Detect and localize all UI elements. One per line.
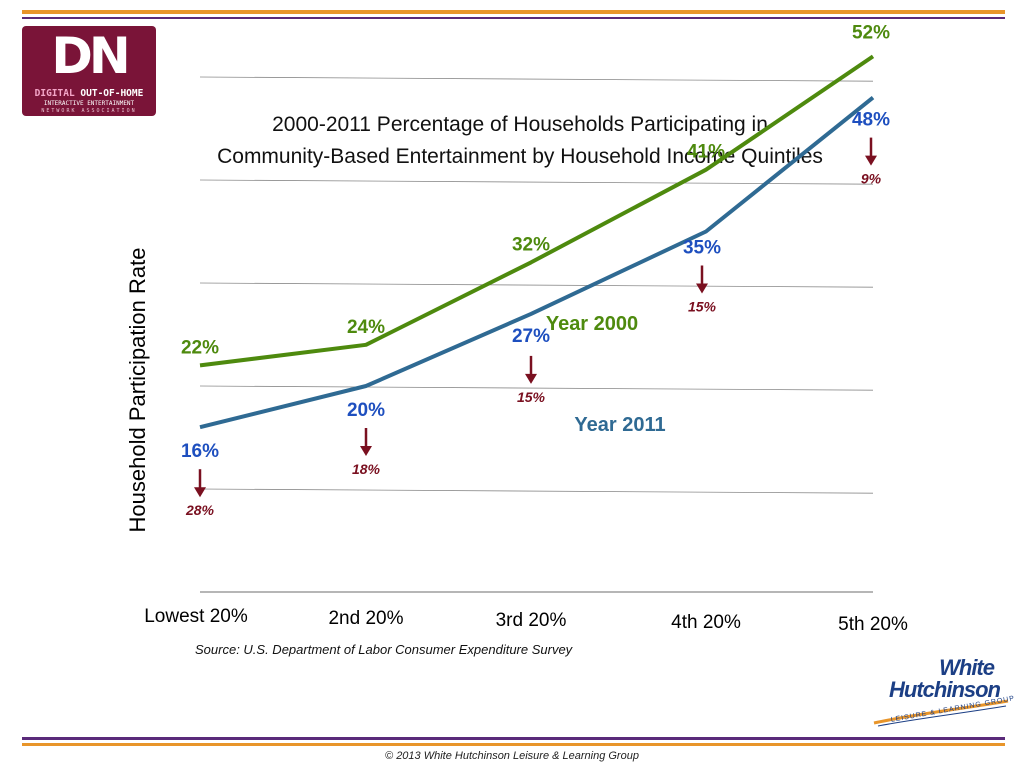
- series-line-0: [199, 54, 875, 368]
- gridline-4: [199, 179, 874, 185]
- data-label-2011-4: 48%: [852, 110, 890, 131]
- gridline-5: [199, 76, 874, 82]
- decline-label-0: 28%: [185, 502, 215, 518]
- gridline-3: [199, 282, 874, 288]
- series-line-1: [199, 96, 875, 430]
- decline-arrowhead-3: [696, 283, 708, 294]
- gridline-1: [199, 488, 874, 494]
- copyright-footer: © 2013 White Hutchinson Leisure & Learni…: [385, 750, 639, 762]
- x-tick-label-3: 4th 20%: [671, 612, 741, 633]
- data-label-2011-0: 16%: [181, 441, 219, 462]
- swoosh-icon: [873, 699, 1009, 727]
- chart-title-line-2: Community-Based Entertainment by Househo…: [217, 145, 823, 168]
- decline-arrowhead-4: [865, 155, 877, 166]
- series-name-2011: Year 2011: [574, 414, 665, 436]
- x-tick-label-0: Lowest 20%: [144, 606, 248, 627]
- data-label-2000-3: 41%: [687, 142, 725, 163]
- decline-label-4: 9%: [861, 171, 882, 187]
- wh-logo-line2: Hutchinson: [889, 677, 1001, 702]
- bottom-rule-purple: [22, 737, 1005, 740]
- top-rule-purple: [22, 17, 1005, 19]
- data-label-2000-1: 24%: [347, 317, 385, 338]
- white-hutchinson-logo: White Hutchinson LEISURE & LEARNING GROU…: [870, 655, 1016, 727]
- wh-logo-line1: White: [939, 655, 995, 680]
- data-label-2000-2: 32%: [512, 234, 550, 255]
- decline-arrowhead-1: [360, 446, 372, 456]
- data-label-2000-4: 52%: [852, 22, 890, 43]
- top-rule-orange: [22, 10, 1005, 14]
- decline-label-3: 15%: [688, 299, 717, 315]
- dooh-logo-letters: DN: [51, 27, 130, 85]
- decline-label-2: 15%: [517, 389, 546, 405]
- decline-label-1: 18%: [352, 461, 381, 477]
- chart-title-line-1: 2000-2011 Percentage of Households Parti…: [272, 113, 768, 136]
- data-label-2011-2: 27%: [512, 326, 550, 347]
- x-tick-label-1: 2nd 20%: [328, 608, 403, 629]
- decline-arrowhead-0: [194, 487, 206, 498]
- dooh-logo: DN DIGITAL OUT-OF-HOME INTERACTIVE ENTER…: [22, 26, 156, 116]
- source-note: Source: U.S. Department of Labor Consume…: [195, 642, 573, 657]
- data-label-2011-3: 35%: [683, 238, 721, 259]
- data-label-2011-1: 20%: [347, 400, 385, 421]
- series-name-2000: Year 2000: [546, 313, 638, 335]
- gridline-2: [199, 385, 874, 391]
- data-label-2000-0: 22%: [181, 337, 219, 358]
- dooh-logo-line2: INTERACTIVE ENTERTAINMENT: [43, 100, 135, 107]
- x-tick-label-2: 3rd 20%: [496, 610, 567, 631]
- dooh-logo-line3: NETWORK ASSOCIATION: [41, 108, 137, 114]
- bottom-rule-orange: [22, 743, 1005, 746]
- decline-arrowhead-2: [525, 373, 537, 384]
- x-tick-label-4: 5th 20%: [838, 614, 908, 635]
- dooh-logo-line1: DIGITAL OUT-OF-HOME: [34, 88, 144, 99]
